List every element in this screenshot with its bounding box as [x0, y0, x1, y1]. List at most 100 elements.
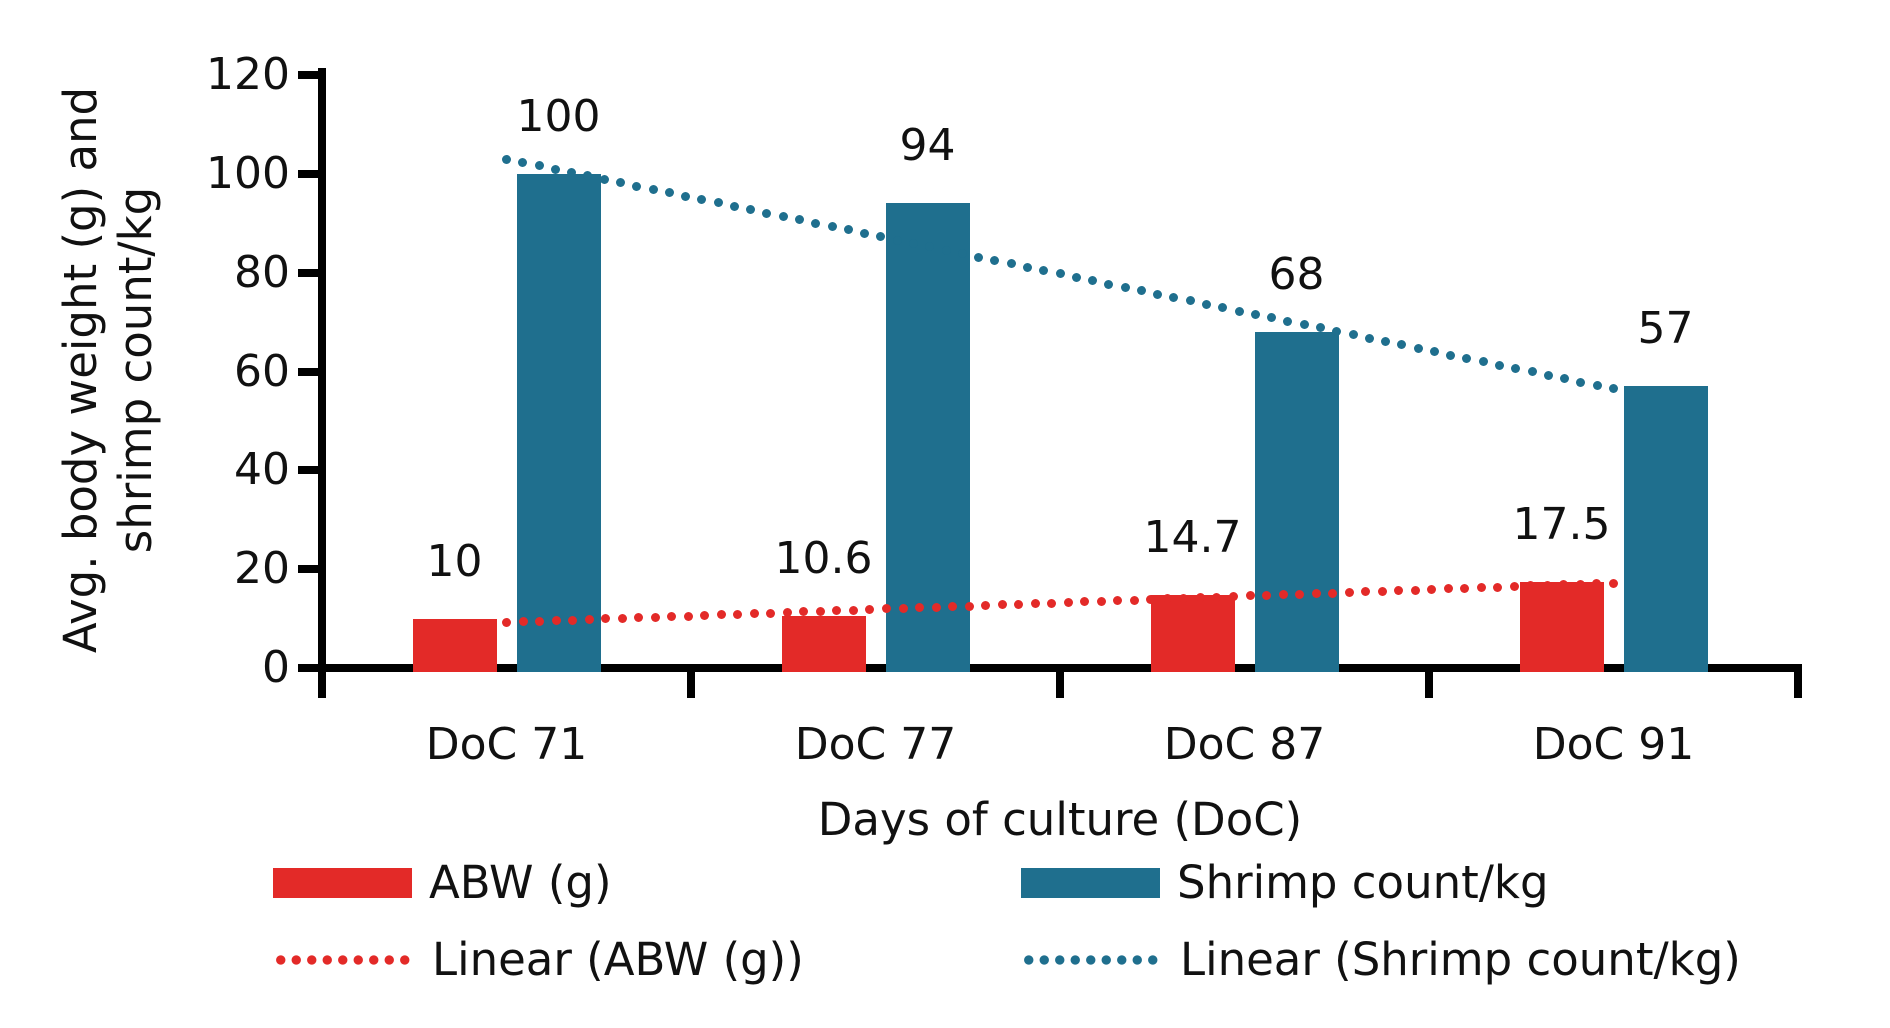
- trendline-dot: [1364, 333, 1374, 343]
- trendline-dot: [1592, 380, 1602, 390]
- trendline-dot: [1527, 367, 1537, 377]
- legend-label-shrimp-count: Shrimp count/kg: [1177, 856, 1549, 909]
- trendline-dot: [981, 600, 991, 610]
- trendline-dot: [1495, 360, 1505, 370]
- trendline-dot: [1413, 343, 1423, 353]
- trendline-dot: [1047, 598, 1057, 608]
- trendline-dot: [1542, 580, 1552, 590]
- trendline-dot: [583, 171, 593, 181]
- trendline-dot: [974, 252, 984, 262]
- trendline-dot: [683, 611, 693, 621]
- trendline-dot: [1185, 296, 1195, 306]
- trendline-dot: [1022, 262, 1032, 272]
- trendline-dot: [1278, 590, 1288, 600]
- trendline-dot: [1493, 582, 1503, 592]
- trendline-dot: [1218, 303, 1228, 313]
- y-axis-tick: [298, 664, 324, 672]
- trendline-dot: [1560, 374, 1570, 384]
- trendline-dot: [667, 612, 677, 622]
- legend-swatch-abw: [273, 868, 412, 898]
- trendline-dot: [634, 613, 644, 623]
- data-label: 10.6: [774, 532, 873, 584]
- trendline-dot: [815, 606, 825, 616]
- trendline-dot: [1361, 587, 1371, 597]
- trendline-dot: [1295, 589, 1305, 599]
- trendline-dot: [1609, 578, 1618, 588]
- trendline-dot: [1212, 592, 1222, 602]
- legend-item-abw: ABW (g): [273, 855, 612, 911]
- legend-label-linear-shrimp-count: Linear (Shrimp count/kg): [1180, 933, 1741, 986]
- y-tick-label: 40: [234, 444, 290, 496]
- data-label: 14.7: [1143, 512, 1242, 564]
- trendline-dot: [1381, 336, 1391, 346]
- trendline-dot: [1460, 583, 1470, 593]
- legend-swatch-linear-shrimp-count: [1021, 955, 1163, 965]
- trendline-dot: [518, 157, 528, 167]
- trendline-dot: [1169, 293, 1179, 303]
- trendline-dot: [898, 603, 908, 613]
- bar-abw: [412, 618, 497, 672]
- y-tick-label: 100: [206, 147, 290, 199]
- trendline-dot: [1080, 597, 1090, 607]
- y-axis-title-line1: Avg. body weight (g) and: [54, 86, 107, 654]
- trendline-dot: [664, 188, 674, 198]
- trendline-dot: [766, 608, 776, 618]
- data-label: 17.5: [1512, 498, 1611, 550]
- bar-abw: [781, 615, 866, 672]
- x-axis-tick: [1425, 664, 1433, 698]
- trendline-dot: [746, 205, 756, 215]
- trendline-dot: [957, 249, 967, 259]
- trendline-dot: [1202, 299, 1211, 309]
- bar-abw: [1150, 595, 1235, 672]
- trendline-dot: [1055, 269, 1065, 279]
- trendline-dot: [865, 605, 875, 615]
- trendline-dot: [1576, 377, 1586, 387]
- trendline-dot: [733, 609, 743, 619]
- trendline-dot: [518, 617, 528, 627]
- trendline-dot: [1429, 347, 1439, 357]
- trendline-dot: [1039, 266, 1049, 276]
- trendline-dot: [1104, 279, 1114, 289]
- trendline-dot: [1397, 340, 1407, 350]
- trendline-dot: [848, 605, 858, 615]
- trendline-dot: [1129, 595, 1139, 605]
- trendline-dot: [1427, 584, 1437, 594]
- trendline-dot: [1267, 313, 1277, 323]
- trendline-dot: [1063, 597, 1073, 607]
- legend-item-linear-abw: Linear (ABW (g)): [273, 932, 804, 988]
- trendline-dot: [648, 184, 658, 194]
- trendline-dot: [584, 615, 594, 625]
- trendline-dot: [1234, 306, 1244, 316]
- trendline-dot: [713, 198, 723, 208]
- y-axis-tick: [298, 367, 324, 376]
- trendline-dot: [1153, 289, 1163, 299]
- trendline-dot: [535, 616, 545, 626]
- trendline-dot: [1096, 596, 1106, 606]
- trendline-dot: [1136, 286, 1146, 296]
- trendline-dot: [876, 232, 886, 242]
- trendline-dot: [1179, 593, 1189, 603]
- legend-label-abw: ABW (g): [429, 856, 612, 909]
- trendline-dot: [632, 181, 642, 191]
- trendline-dot: [1592, 579, 1602, 589]
- x-axis-tick: [1056, 664, 1064, 698]
- trendline-dot: [832, 606, 842, 616]
- trendline-dot: [892, 235, 902, 245]
- trendline-dot: [534, 161, 544, 171]
- bar-abw: [1519, 581, 1604, 672]
- trendline-dot: [550, 164, 560, 174]
- trendline-dot: [915, 603, 925, 613]
- trendline-dot: [749, 609, 759, 619]
- trendline-dot: [700, 610, 710, 620]
- x-tick-label: DoC 91: [1532, 719, 1695, 770]
- trendline-dot: [941, 245, 951, 255]
- trendline-dot: [716, 610, 726, 620]
- trendline-dot: [997, 600, 1007, 610]
- trendline-dot: [860, 228, 870, 238]
- trendline-dot: [843, 225, 853, 235]
- y-axis-tick: [298, 71, 324, 79]
- trendline-dot: [799, 607, 809, 617]
- trendline-dot: [1283, 316, 1293, 326]
- legend-label-linear-abw: Linear (ABW (g)): [432, 933, 804, 986]
